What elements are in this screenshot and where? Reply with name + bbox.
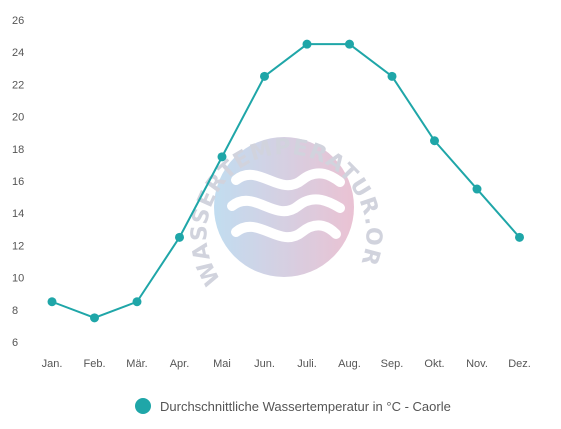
x-tick-label: Sep. [381,358,404,370]
x-axis-ticks: Jan. Feb. Mär. Apr. Mai Jun. Juli. Aug. Sep. Okt.… [42,358,531,370]
x-tick-label: Juli. [297,358,317,370]
x-tick-label: Nov. [466,358,488,370]
y-tick-label: 14 [12,208,24,220]
y-tick-label: 22 [12,79,24,91]
series-line [51,43,521,319]
y-tick-label: 20 [12,112,24,124]
x-tick-label: Jun. [254,358,275,370]
x-tick-label: Mär. [126,358,147,370]
y-tick-label: 16 [12,176,24,188]
watermark-wave-icon [227,194,345,217]
data-point[interactable] [472,184,482,194]
x-tick-label: Okt. [424,358,444,370]
y-tick-label: 10 [12,273,24,285]
data-point[interactable] [515,232,524,242]
data-point[interactable] [47,297,57,307]
legend[interactable]: Durchschnittliche Wassertemperatur in °C… [135,398,451,414]
legend-marker [135,398,151,414]
data-point[interactable] [260,71,269,81]
data-point[interactable] [387,71,397,81]
x-tick-label: Mai [213,358,231,370]
data-point[interactable] [430,136,439,146]
x-tick-label: Jan. [42,358,63,370]
y-tick-label: 8 [12,305,18,317]
watermark-wave-icon [231,220,341,243]
x-tick-label: Dez. [508,358,531,370]
x-tick-label: Apr. [170,358,190,370]
series-layer [47,39,524,323]
watermark-wave-icon [231,168,345,191]
data-point[interactable] [302,39,312,49]
x-tick-label: Aug. [338,358,361,370]
y-tick-label: 24 [12,47,24,59]
x-tick-label: Feb. [83,358,105,370]
data-point[interactable] [90,313,99,323]
y-axis-ticks: 6 8 10 12 14 16 18 20 22 24 26 [12,15,24,349]
y-tick-label: 18 [12,144,24,156]
y-tick-label: 12 [12,240,24,252]
data-point[interactable] [175,232,184,242]
legend-label: Durchschnittliche Wassertemperatur in °C… [160,399,451,414]
y-tick-label: 26 [12,15,24,27]
data-point[interactable] [132,297,142,307]
data-point[interactable] [217,152,227,162]
data-point[interactable] [345,39,354,49]
y-tick-label: 6 [12,337,18,349]
